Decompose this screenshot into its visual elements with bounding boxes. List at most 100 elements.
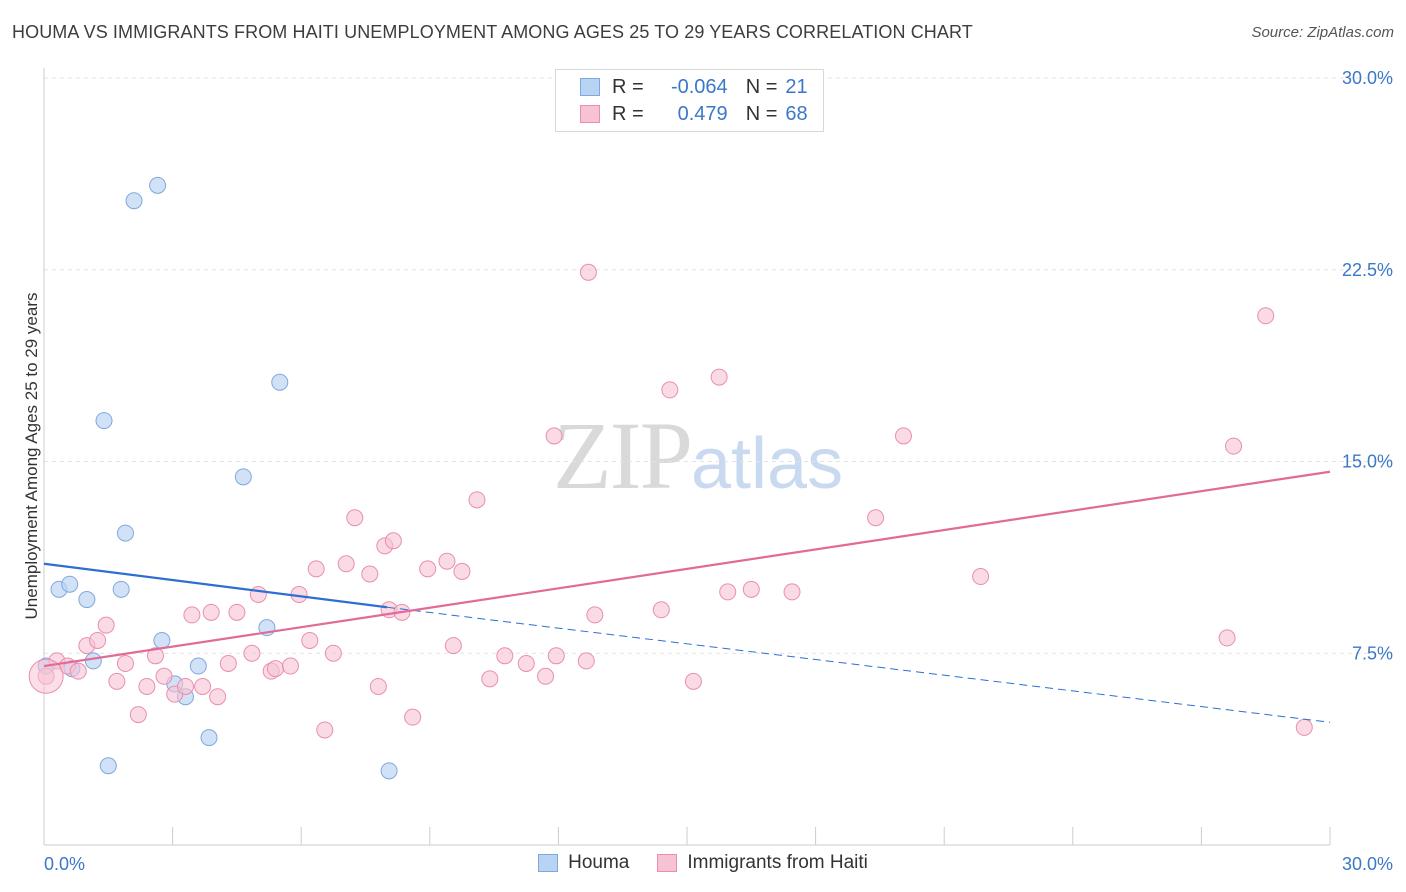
haiti-point: [266, 660, 284, 678]
haiti-legend-swatch: [657, 854, 678, 872]
haiti-point: [684, 672, 702, 690]
n-value: 68: [785, 102, 808, 125]
source-label: Source: ZipAtlas.com: [1251, 24, 1394, 41]
houma-point: [149, 176, 167, 194]
haiti-point: [116, 654, 134, 672]
r-value: -0.064: [670, 75, 728, 98]
haiti-point: [243, 644, 261, 662]
chart-title: HOUMA VS IMMIGRANTS FROM HAITI UNEMPLOYM…: [12, 22, 973, 42]
haiti-point: [202, 603, 220, 621]
axes: [43, 68, 1331, 846]
r-label: R =: [612, 75, 644, 98]
houma-point: [189, 657, 207, 675]
haiti-point: [867, 509, 885, 527]
haiti-point: [219, 654, 237, 672]
haiti-point: [346, 509, 364, 527]
haiti-point-cluster: [28, 658, 64, 694]
haiti-point: [468, 491, 486, 509]
houma-point: [78, 591, 96, 609]
haiti-point: [108, 672, 126, 690]
haiti-point: [146, 647, 164, 665]
houma-point: [95, 412, 113, 430]
haiti-point: [155, 667, 173, 685]
houma-point: [84, 652, 102, 670]
legend-item-houma: Houma: [538, 852, 629, 874]
haiti-point: [307, 560, 325, 578]
haiti-point: [194, 677, 212, 695]
zipatlas-watermark: ZIPatlas: [553, 400, 843, 511]
houma-point: [271, 373, 289, 391]
legend-row-houma: R = -0.064 N = 21: [580, 75, 808, 99]
haiti-points: [28, 263, 1313, 739]
watermark-atlas: atlas: [691, 424, 844, 504]
tick-labels: 7.5% 15.0% 22.5% 30.0% 0.0% 30.0% Unemployment…: [22, 68, 1393, 874]
haiti-point: [209, 688, 227, 706]
legend-item-haiti: Immigrants from Haiti: [657, 852, 868, 874]
haiti-point: [444, 637, 462, 655]
houma-point: [153, 631, 171, 649]
haiti-point: [438, 552, 456, 570]
haiti-point: [586, 606, 604, 624]
haiti-point: [337, 555, 355, 573]
houma-point: [112, 580, 130, 598]
haiti-point: [453, 562, 471, 580]
houma-point: [380, 762, 398, 780]
haiti-point: [69, 662, 87, 680]
haiti-point: [719, 583, 737, 601]
haiti-point: [661, 381, 679, 399]
haiti-point: [742, 580, 760, 598]
houma-point: [61, 575, 79, 593]
haiti-point: [324, 644, 342, 662]
r-label: R =: [612, 102, 644, 125]
y-tick-label: 7.5%: [1352, 643, 1393, 663]
haiti-point: [369, 677, 387, 695]
haiti-point: [419, 560, 437, 578]
haiti-point: [547, 647, 565, 665]
y-tick-label: 30.0%: [1342, 68, 1393, 88]
y-tick-label: 22.5%: [1342, 260, 1393, 280]
haiti-point: [404, 708, 422, 726]
series-legend: Houma Immigrants from Haiti: [0, 852, 1406, 874]
haiti-point: [537, 667, 555, 685]
haiti-point: [652, 601, 670, 619]
haiti-point: [1257, 307, 1275, 325]
haiti-point: [176, 677, 194, 695]
haiti-point: [183, 606, 201, 624]
haiti-point: [1295, 718, 1313, 736]
x-tick-label: 30.0%: [1342, 854, 1393, 874]
haiti-point: [783, 583, 801, 601]
n-label: N =: [745, 102, 778, 125]
watermark-zip: ZIP: [553, 402, 693, 509]
haiti-point: [281, 657, 299, 675]
legend-label-haiti: Immigrants from Haiti: [687, 852, 868, 873]
haiti-point: [89, 631, 107, 649]
haiti-point: [316, 721, 334, 739]
haiti-point: [481, 670, 499, 688]
x-tick-label: 0.0%: [44, 854, 85, 874]
haiti-swatch: [580, 105, 600, 123]
haiti-point: [249, 585, 267, 603]
r-value: 0.479: [677, 102, 728, 125]
legend-row-haiti: R = 0.479 N = 68: [580, 102, 808, 126]
houma-trend-line: [43, 562, 388, 609]
haiti-point: [138, 677, 156, 695]
correlation-legend: R = -0.064 N = 21 R = 0.479 N = 68: [555, 69, 824, 132]
houma-point: [234, 468, 252, 486]
trend-lines: [43, 470, 1331, 723]
n-value: 21: [785, 75, 808, 98]
haiti-point: [228, 603, 246, 621]
haiti-point: [972, 568, 990, 586]
houma-swatch: [580, 78, 600, 96]
n-label: N =: [745, 75, 778, 98]
houma-point: [200, 729, 218, 747]
haiti-point: [1225, 437, 1243, 455]
haiti-point: [496, 647, 514, 665]
haiti-point: [97, 616, 115, 634]
y-tick-label: 15.0%: [1342, 452, 1393, 472]
houma-point: [99, 757, 117, 775]
houma-legend-swatch: [538, 854, 559, 872]
haiti-point: [129, 706, 147, 724]
haiti-point: [710, 368, 728, 386]
haiti-point: [894, 427, 912, 445]
